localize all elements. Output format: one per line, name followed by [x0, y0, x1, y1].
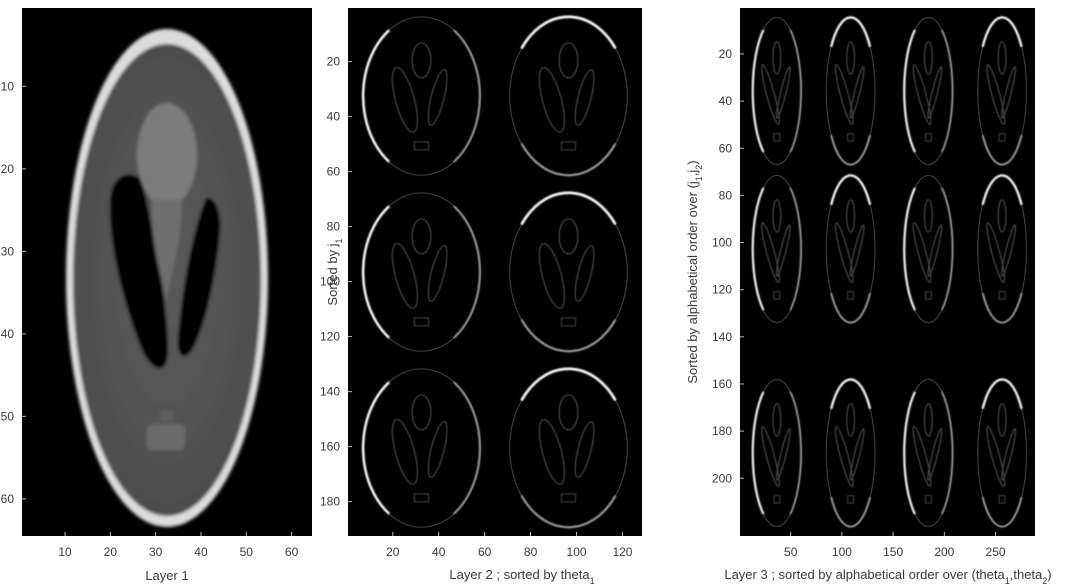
x-tick-label: 50	[240, 545, 254, 559]
tile	[509, 191, 628, 353]
x-tick-label: 10	[58, 545, 72, 559]
panel-3-image-area	[740, 8, 1035, 536]
panel-2-xlabel: Layer 2 ; sorted by theta1	[449, 567, 594, 586]
panel-2-ylabel: Sorted by j1	[325, 238, 344, 305]
x-tick-label: 100	[832, 545, 852, 559]
y-tick-label: 160	[712, 377, 732, 391]
y-tick-label: 160	[320, 440, 340, 454]
tile	[751, 174, 802, 324]
tile	[751, 16, 802, 166]
x-tick-label: 200	[934, 545, 954, 559]
x-tick-label: 80	[524, 545, 538, 559]
panel-2-axes: 20 40 60 80 100 120 20 40 60 80 100 120 140 160 180	[320, 55, 633, 559]
y-tick-label: 40	[1, 327, 15, 341]
x-tick-label: 40	[432, 545, 446, 559]
x-tick-label: 100	[567, 545, 587, 559]
y-tick-label: 20	[1, 162, 15, 176]
panel-layer-1: 10 20 30 40 50 60 10 20 30 40 50 60 Layer 1	[1, 8, 312, 583]
y-tick-label: 100	[712, 236, 732, 250]
y-tick-label: 80	[327, 220, 341, 234]
panel-3-axes: 50 100 150 200 250 20 40 60 80 100 120 140 160 180 200	[712, 47, 1006, 559]
y-tick-label: 180	[712, 424, 732, 438]
x-tick-label: 30	[149, 545, 163, 559]
x-tick-label: 40	[194, 545, 208, 559]
tile	[903, 174, 954, 324]
y-tick-label: 20	[327, 55, 341, 69]
y-tick-label: 60	[719, 141, 733, 155]
tile	[977, 174, 1028, 324]
y-tick-label: 120	[712, 283, 732, 297]
tile	[361, 16, 481, 176]
panel-2-image-area	[348, 8, 642, 536]
y-tick-label: 10	[1, 79, 15, 93]
y-tick-label: 200	[712, 471, 732, 485]
tile	[825, 378, 876, 528]
tile	[825, 174, 876, 324]
tile	[977, 16, 1028, 166]
y-tick-label: 40	[327, 110, 341, 124]
tile	[361, 192, 481, 352]
y-tick-label: 100	[320, 275, 340, 289]
x-tick-label: 250	[986, 545, 1006, 559]
panel-1-axes: 10 20 30 40 50 60 10 20 30 40 50 60	[1, 79, 299, 559]
tile	[509, 15, 628, 177]
y-tick-label: 40	[719, 94, 733, 108]
panel-3-tiles	[751, 16, 1028, 528]
panel-1-phantom	[66, 29, 268, 527]
y-tick-label: 60	[1, 492, 15, 506]
tile	[977, 378, 1028, 528]
y-tick-label: 60	[327, 165, 341, 179]
panel-3-ylabel: Sorted by alphabetical order over (j1,j2…	[685, 160, 704, 383]
tile	[361, 368, 481, 528]
x-tick-label: 60	[285, 545, 299, 559]
x-tick-label: 150	[883, 545, 903, 559]
x-tick-label: 120	[612, 545, 632, 559]
y-tick-label: 140	[320, 385, 340, 399]
tile	[825, 16, 876, 166]
y-tick-label: 140	[712, 330, 732, 344]
panel-3-xlabel: Layer 3 ; sorted by alphabetical order o…	[724, 567, 1051, 586]
x-tick-label: 20	[386, 545, 400, 559]
tile	[903, 16, 954, 166]
panel-layer-3: 50 100 150 200 250 20 40 60 80 100 120 140 160 180 200…	[685, 8, 1052, 586]
tile	[509, 367, 628, 529]
tile	[903, 378, 954, 528]
x-tick-label: 50	[784, 545, 798, 559]
panel-1-xlabel: Layer 1	[145, 568, 188, 583]
y-tick-label: 120	[320, 330, 340, 344]
panel-layer-2: 20 40 60 80 100 120 20 40 60 80 100 120 140 160 180 La…	[320, 8, 642, 586]
x-tick-label: 60	[478, 545, 492, 559]
panel-2-tiles	[361, 15, 628, 529]
y-tick-label: 50	[1, 409, 15, 423]
y-tick-label: 80	[719, 188, 733, 202]
tile	[751, 378, 802, 528]
y-tick-label: 20	[719, 47, 733, 61]
x-tick-label: 20	[104, 545, 118, 559]
y-tick-label: 30	[1, 244, 15, 258]
y-tick-label: 180	[320, 495, 340, 509]
